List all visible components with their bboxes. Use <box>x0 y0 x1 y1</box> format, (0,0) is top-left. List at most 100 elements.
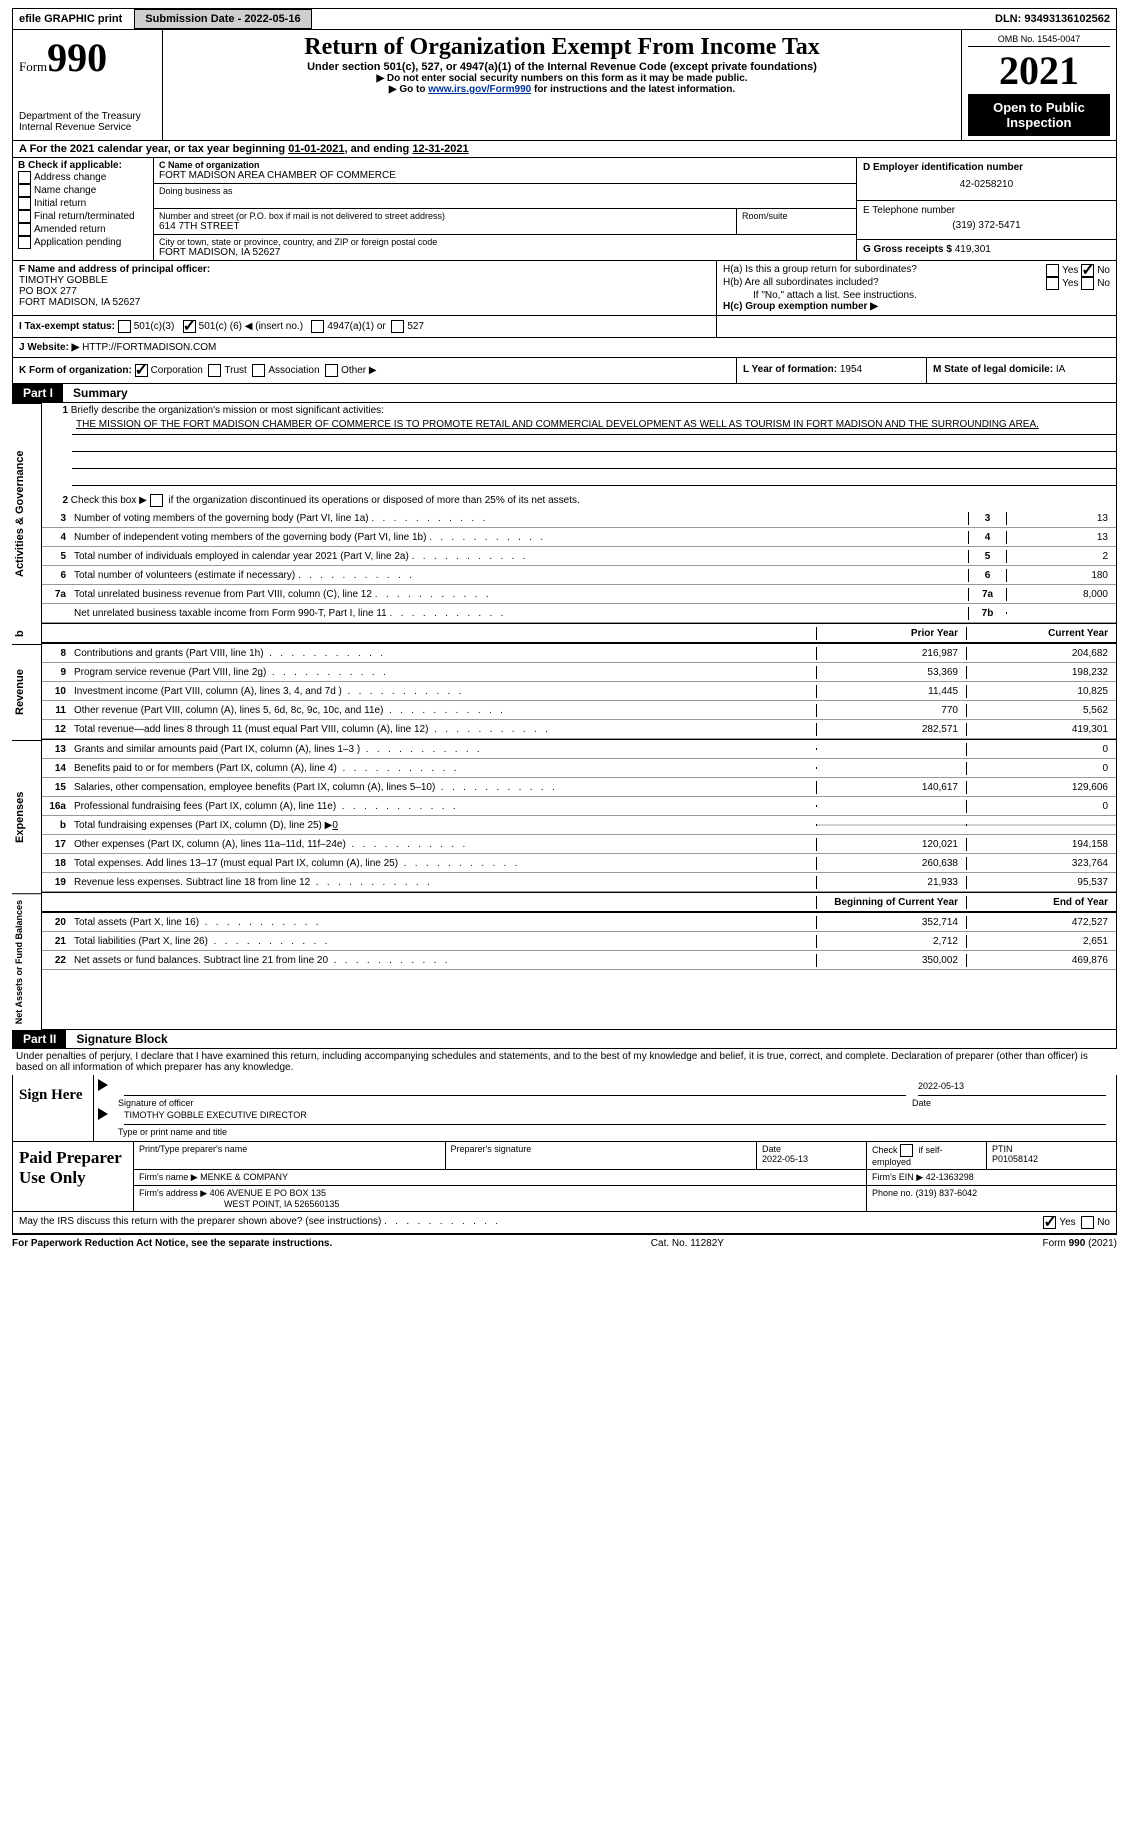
dba-label: Doing business as <box>159 186 851 196</box>
form-title: Return of Organization Exempt From Incom… <box>169 34 955 61</box>
sig-date-label: Date <box>912 1098 1112 1108</box>
chk-discuss-yes[interactable] <box>1043 1216 1056 1229</box>
discuss-row: May the IRS discuss this return with the… <box>12 1212 1117 1234</box>
ha-label: H(a) Is this a group return for subordin… <box>723 264 917 277</box>
form-subtitle: Under section 501(c), 527, or 4947(a)(1)… <box>169 61 955 73</box>
sign-arrow-icon <box>98 1079 108 1091</box>
line2-text: Check this box ▶ <box>71 495 147 506</box>
prep-sig-label: Preparer's signature <box>451 1144 752 1154</box>
officer-typed-name: TIMOTHY GOBBLE EXECUTIVE DIRECTOR <box>124 1110 1106 1125</box>
open-public-badge: Open to Public Inspection <box>968 94 1110 136</box>
part-i-header: Part ISummary <box>12 384 1117 403</box>
firm-addr2: WEST POINT, IA 526560135 <box>139 1199 339 1209</box>
box-f: F Name and address of principal officer:… <box>13 261 716 315</box>
box-b: B Check if applicable: Address change Na… <box>13 158 153 260</box>
hb-label: H(b) Are all subordinates included? <box>723 277 879 290</box>
hc-label: H(c) Group exemption number ▶ <box>723 301 1110 312</box>
website-value: HTTP://FORTMADISON.COM <box>82 342 216 353</box>
penalty-text: Under penalties of perjury, I declare th… <box>12 1049 1117 1075</box>
sign-arrow-icon-2 <box>98 1108 108 1120</box>
line-k: K Form of organization: Corporation Trus… <box>13 358 736 383</box>
officer-addr2: FORT MADISON, IA 52627 <box>19 297 710 308</box>
chk-501c3[interactable] <box>118 320 131 333</box>
tax-year: 2021 <box>968 47 1110 94</box>
prep-check-label: Check <box>872 1145 898 1155</box>
chk-discontinued[interactable] <box>150 494 163 507</box>
chk-pending[interactable] <box>18 236 31 249</box>
paid-preparer-label: Paid Preparer Use Only <box>13 1142 133 1211</box>
chk-final[interactable] <box>18 210 31 223</box>
chk-discuss-no[interactable] <box>1081 1216 1094 1229</box>
firm-name-label: Firm's name ▶ <box>139 1172 198 1182</box>
chk-4947[interactable] <box>311 320 324 333</box>
hb-note: If "No," attach a list. See instructions… <box>723 290 1110 301</box>
line1-num: 1 <box>46 405 68 416</box>
sig-date: 2022-05-13 <box>918 1081 1106 1096</box>
chk-ha-no[interactable] <box>1081 264 1094 277</box>
form-number: Form990 <box>19 34 156 81</box>
sig-officer-label: Signature of officer <box>118 1098 912 1108</box>
chk-address[interactable] <box>18 171 31 184</box>
sign-here-label: Sign Here <box>13 1075 93 1141</box>
header: Form990 Department of the Treasury Inter… <box>12 29 1117 141</box>
chk-corp[interactable] <box>135 364 148 377</box>
tab-expenses: Expenses <box>12 740 42 893</box>
footer-right: Form 990 (2021) <box>1043 1238 1117 1249</box>
chk-hb-yes[interactable] <box>1046 277 1059 290</box>
tab-activities: Activities & Governance <box>12 403 42 624</box>
domicile-label: M State of legal domicile: <box>933 364 1056 375</box>
street-address: 614 7TH STREET <box>159 221 731 232</box>
officer-name: TIMOTHY GOBBLE <box>19 275 710 286</box>
note-link: ▶ Go to www.irs.gov/Form990 for instruct… <box>169 84 955 95</box>
chk-initial[interactable] <box>18 197 31 210</box>
firm-ein: 42-1363298 <box>926 1172 974 1182</box>
submission-date-button[interactable]: Submission Date - 2022-05-16 <box>134 9 311 29</box>
col-prior-year: Prior Year <box>816 627 966 640</box>
c-name-label: C Name of organization <box>159 160 851 170</box>
chk-other[interactable] <box>325 364 338 377</box>
chk-501c[interactable] <box>183 320 196 333</box>
prep-date-label: Date <box>762 1144 781 1154</box>
section-b-to-g: B Check if applicable: Address change Na… <box>12 158 1117 261</box>
chk-self-employed[interactable] <box>900 1144 913 1157</box>
city-value: FORT MADISON, IA 52627 <box>159 247 851 258</box>
chk-trust[interactable] <box>208 364 221 377</box>
dln-label: DLN: 93493136102562 <box>989 10 1116 28</box>
efile-label: efile GRAPHIC print <box>13 10 128 28</box>
chk-assoc[interactable] <box>252 364 265 377</box>
phone-label: E Telephone number <box>863 205 1110 216</box>
chk-ha-yes[interactable] <box>1046 264 1059 277</box>
col-current-year: Current Year <box>966 627 1116 640</box>
footer-left: For Paperwork Reduction Act Notice, see … <box>12 1238 332 1249</box>
irs-label: Internal Revenue Service <box>19 122 156 132</box>
omb-label: OMB No. 1545-0047 <box>968 34 1110 47</box>
chk-527[interactable] <box>391 320 404 333</box>
footer-cat: Cat. No. 11282Y <box>651 1238 724 1249</box>
year-formation-label: L Year of formation: <box>743 364 840 375</box>
chk-amended[interactable] <box>18 223 31 236</box>
city-label: City or town, state or province, country… <box>159 237 851 247</box>
ptin-label: PTIN <box>992 1144 1111 1154</box>
mission-text: THE MISSION OF THE FORT MADISON CHAMBER … <box>72 418 1116 435</box>
firm-ein-label: Firm's EIN ▶ <box>872 1172 923 1182</box>
gross-label: G Gross receipts $ <box>863 244 952 255</box>
footer: For Paperwork Reduction Act Notice, see … <box>12 1234 1117 1252</box>
ein-value: 42-0258210 <box>863 173 1110 196</box>
room-label: Room/suite <box>742 211 851 221</box>
chk-hb-no[interactable] <box>1081 277 1094 290</box>
chk-name[interactable] <box>18 184 31 197</box>
part-ii-header: Part IISignature Block <box>12 1030 1117 1049</box>
phone-value: (319) 372-5471 <box>863 216 1110 235</box>
prep-date: 2022-05-13 <box>762 1154 808 1164</box>
irs-link[interactable]: www.irs.gov/Form990 <box>428 84 531 95</box>
note-ssn: ▶ Do not enter social security numbers o… <box>169 73 955 84</box>
gross-value: 419,301 <box>955 244 991 255</box>
tab-revenue: Revenue <box>12 644 42 740</box>
line-a: A For the 2021 calendar year, or tax yea… <box>12 141 1117 158</box>
line2-num: 2 <box>46 495 68 506</box>
firm-name: MENKE & COMPANY <box>200 1172 288 1182</box>
firm-phone-label: Phone no. <box>872 1188 913 1198</box>
dept-label: Department of the Treasury <box>19 111 156 122</box>
year-formation: 1954 <box>840 364 862 375</box>
prep-name-label: Print/Type preparer's name <box>139 1144 440 1154</box>
